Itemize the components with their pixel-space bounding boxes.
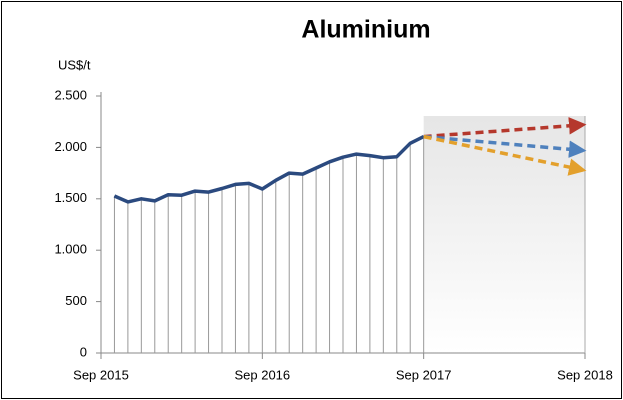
- y-axis-label: US$/t: [58, 57, 91, 72]
- y-tick-label: 1.000: [54, 242, 87, 257]
- x-tick-label: Sep 2017: [396, 367, 452, 382]
- price-line: [113, 135, 425, 204]
- forecast-arrow: [423, 134, 587, 158]
- y-tick-label: 1.500: [54, 190, 87, 205]
- x-tick-label: Sep 2018: [557, 367, 613, 382]
- forecast-area: [423, 116, 585, 353]
- y-tick-label: 2.000: [54, 139, 87, 154]
- forecast-arrow: [423, 117, 587, 139]
- x-tick-label: Sep 2016: [234, 367, 290, 382]
- chart-title: Aluminium: [301, 16, 430, 44]
- y-tick-label: 2.500: [54, 87, 87, 102]
- y-tick-label: 500: [65, 293, 87, 308]
- x-tick-label: Sep 2015: [73, 367, 129, 382]
- y-tick-label: 0: [80, 344, 87, 359]
- forecast-arrow: [423, 134, 587, 176]
